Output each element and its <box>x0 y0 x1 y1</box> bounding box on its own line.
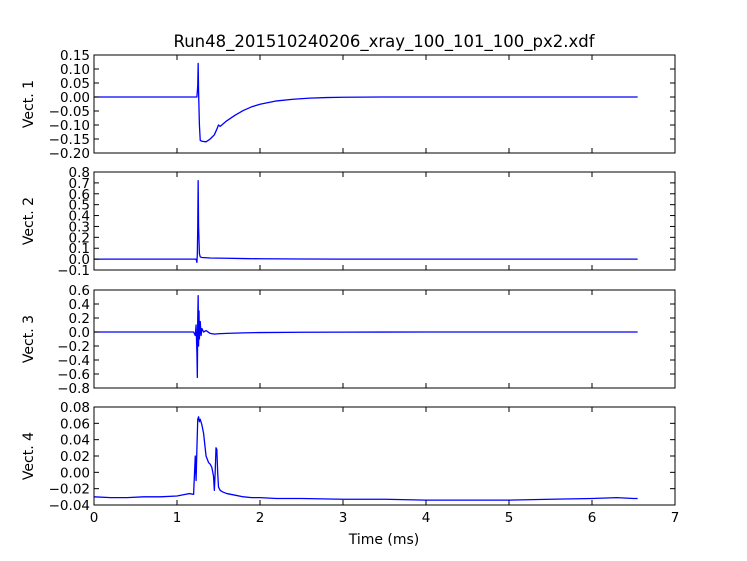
y-tick-label: 0.2 <box>69 230 90 246</box>
y-tick-label: −0.1 <box>57 263 90 279</box>
y-axis-label: Vect. 2 <box>21 197 37 245</box>
y-axis-label: Vect. 3 <box>21 315 37 363</box>
series-line <box>94 416 638 501</box>
y-axis-label: Vect. 1 <box>21 80 37 128</box>
y-tick-label: 0.06 <box>60 416 90 432</box>
series-line <box>94 62 638 143</box>
panel-1: −0.20−0.15−0.10−0.050.000.050.100.15 Vect… <box>21 48 676 162</box>
x-tick-label: 1 <box>173 510 182 526</box>
x-tick-label: 4 <box>422 510 431 526</box>
y-tick-label: −0.4 <box>57 353 90 369</box>
y-tick-label: −0.15 <box>49 132 90 148</box>
y-tick-label: −0.2 <box>57 339 90 355</box>
x-tick-label: 7 <box>671 510 680 526</box>
y-tick-label: 0.10 <box>60 62 90 78</box>
y-tick-label: −0.05 <box>49 104 90 120</box>
y-tick-label: 0.0 <box>69 325 90 341</box>
x-tick-label: 0 <box>90 510 99 526</box>
y-axis-label: Vect. 4 <box>21 432 37 480</box>
y-tick-label: 0.08 <box>60 400 90 416</box>
y-tick-label: 0.6 <box>69 187 90 203</box>
panel-2: −0.10.00.10.20.30.40.50.60.70.8 Vect. 2 <box>21 165 676 279</box>
y-tick-label: 0.6 <box>69 283 90 299</box>
panel-3: −0.8−0.6−0.4−0.20.00.20.40.6 Vect. 3 <box>21 283 676 397</box>
axes-frame <box>93 54 676 154</box>
y-tick-label: −0.10 <box>49 118 90 134</box>
y-tick-label: 0.4 <box>69 209 90 225</box>
axes-frame <box>93 171 676 271</box>
y-tick-label: 0.1 <box>69 241 90 257</box>
y-tick-label: 0.00 <box>60 90 90 106</box>
panel-4: −0.04−0.020.000.020.040.060.08 0 1 2 3 4 5 6 7 Ve… <box>21 400 679 526</box>
series-line <box>94 294 638 379</box>
y-tick-label: 0.2 <box>69 311 90 327</box>
x-tick-label: 5 <box>505 510 514 526</box>
chart-title: Run48_201510240206_xray_100_101_100_px2.… <box>173 32 595 52</box>
x-tick-label: 2 <box>256 510 265 526</box>
x-axis-label: Time (ms) <box>348 532 420 548</box>
y-tick-label: −0.8 <box>57 381 90 397</box>
axes-frame <box>93 289 676 389</box>
y-tick-label: −0.02 <box>49 482 90 498</box>
y-tick-label: 0.02 <box>60 449 90 465</box>
y-tick-label: 0.5 <box>69 198 90 214</box>
y-tick-label: 0.3 <box>69 219 90 235</box>
y-tick-label: 0.0 <box>69 252 90 268</box>
y-tick-label: 0.15 <box>60 48 90 64</box>
y-tick-label: 0.00 <box>60 465 90 481</box>
y-tick-label: −0.20 <box>49 146 90 162</box>
y-tick-label: 0.8 <box>69 165 90 181</box>
series-line <box>94 180 638 264</box>
y-tick-label: 0.04 <box>60 433 90 449</box>
x-tick-label: 3 <box>339 510 348 526</box>
y-tick-label: −0.04 <box>49 498 90 514</box>
y-tick-label: 0.4 <box>69 297 90 313</box>
axes-frame <box>93 406 676 506</box>
x-tick-label: 6 <box>588 510 597 526</box>
y-tick-label: 0.05 <box>60 76 90 92</box>
y-tick-label: −0.6 <box>57 367 90 383</box>
y-tick-label: 0.7 <box>69 176 90 192</box>
